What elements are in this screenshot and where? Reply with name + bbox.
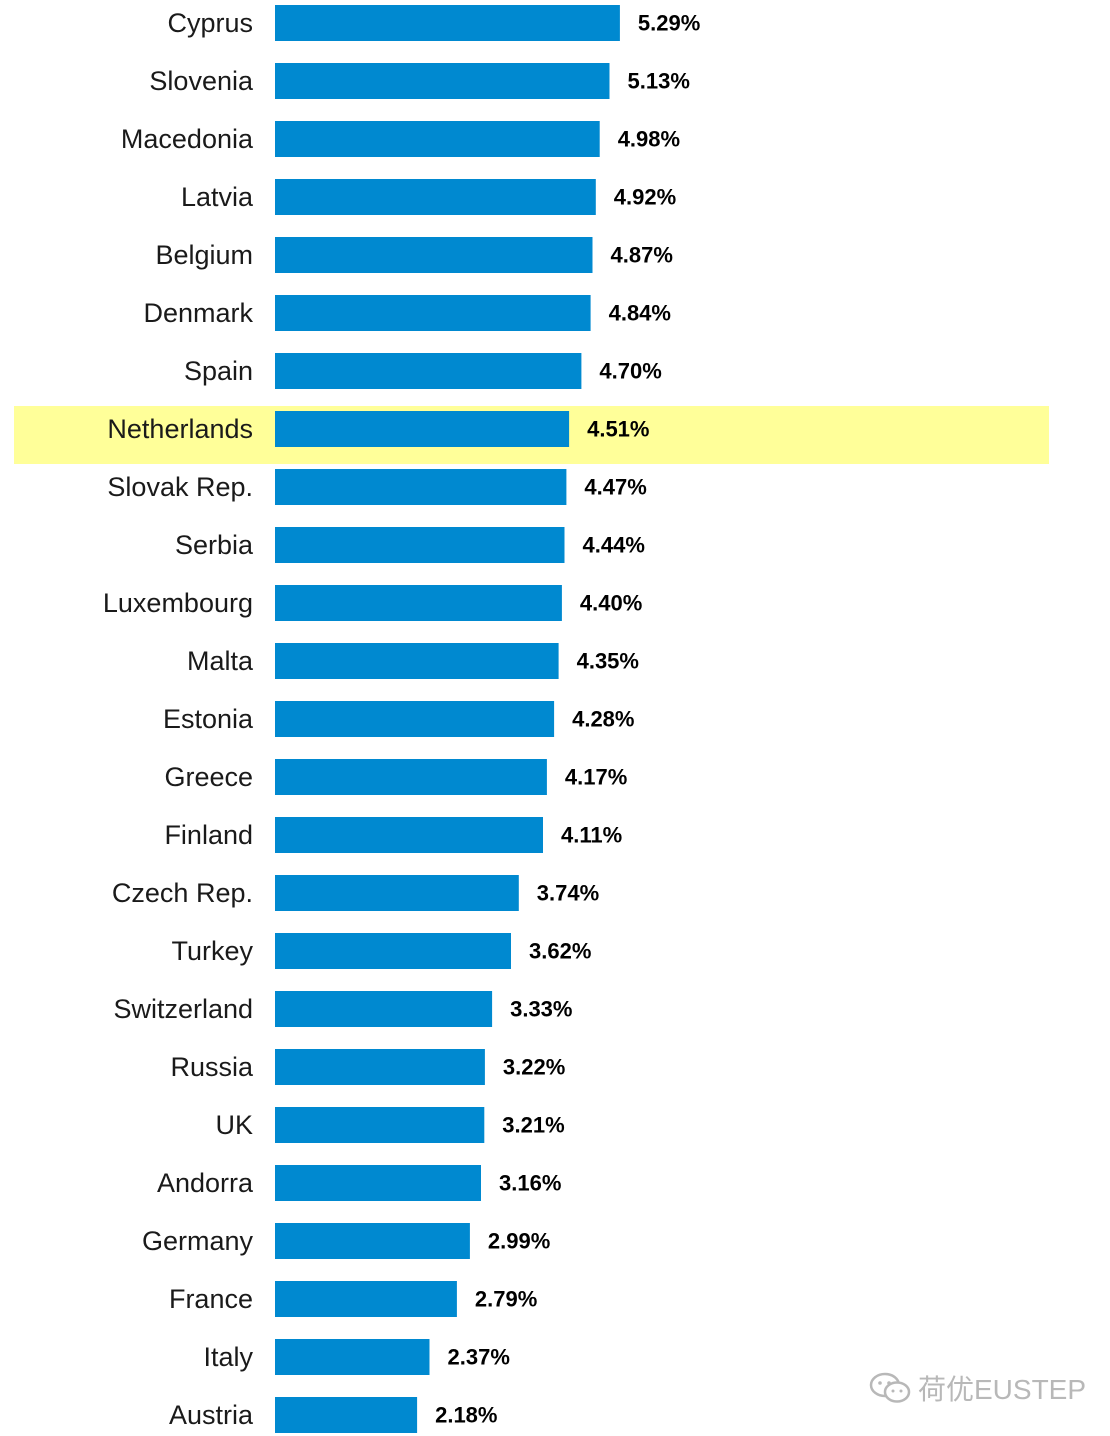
category-label-malta: Malta — [187, 646, 254, 676]
bar-austria — [275, 1397, 418, 1433]
category-label-uk: UK — [215, 1110, 253, 1140]
bar-italy — [275, 1339, 430, 1375]
category-label-macedonia: Macedonia — [121, 124, 254, 154]
bar-finland — [275, 817, 543, 853]
bar-greece — [275, 759, 547, 795]
bar-serbia — [275, 527, 565, 563]
category-label-estonia: Estonia — [163, 704, 254, 734]
bar-estonia — [275, 701, 555, 737]
value-label-macedonia: 4.98% — [618, 127, 680, 152]
bar-russia — [275, 1049, 485, 1085]
value-label-slovenia: 5.13% — [628, 69, 690, 94]
value-label-france: 2.79% — [475, 1287, 537, 1312]
bar-germany — [275, 1223, 470, 1259]
bar-latvia — [275, 179, 596, 215]
bar-czech-rep — [275, 875, 519, 911]
value-label-latvia: 4.92% — [614, 185, 676, 210]
value-label-turkey: 3.62% — [529, 939, 591, 964]
value-label-switzerland: 3.33% — [510, 997, 572, 1022]
value-label-spain: 4.70% — [599, 359, 661, 384]
bar-netherlands — [275, 411, 570, 447]
category-label-slovak-rep: Slovak Rep. — [107, 472, 253, 502]
bar-uk — [275, 1107, 485, 1143]
category-label-netherlands: Netherlands — [107, 414, 253, 444]
bar-france — [275, 1281, 457, 1317]
category-label-luxembourg: Luxembourg — [103, 588, 253, 618]
category-label-turkey: Turkey — [171, 936, 253, 966]
category-label-denmark: Denmark — [143, 298, 253, 328]
value-label-austria: 2.18% — [435, 1403, 497, 1428]
category-label-france: France — [169, 1284, 253, 1314]
category-label-switzerland: Switzerland — [113, 994, 253, 1024]
bar-turkey — [275, 933, 511, 969]
value-label-greece: 4.17% — [565, 765, 627, 790]
category-label-belgium: Belgium — [155, 240, 253, 270]
category-label-andorra: Andorra — [157, 1168, 254, 1198]
value-label-malta: 4.35% — [577, 649, 639, 674]
wechat-icon — [869, 1372, 911, 1403]
value-label-andorra: 3.16% — [499, 1171, 561, 1196]
value-label-finland: 4.11% — [561, 823, 622, 848]
bar-slovenia — [275, 63, 610, 99]
value-label-belgium: 4.87% — [611, 243, 673, 268]
category-label-austria: Austria — [169, 1400, 254, 1430]
value-label-germany: 2.99% — [488, 1229, 550, 1254]
value-label-estonia: 4.28% — [572, 707, 634, 732]
bar-denmark — [275, 295, 591, 331]
category-label-serbia: Serbia — [175, 530, 254, 560]
category-label-finland: Finland — [164, 820, 253, 850]
category-label-cyprus: Cyprus — [167, 8, 253, 38]
category-label-slovenia: Slovenia — [149, 66, 254, 96]
bar-andorra — [275, 1165, 481, 1201]
value-label-luxembourg: 4.40% — [580, 591, 642, 616]
category-label-italy: Italy — [203, 1342, 253, 1372]
value-label-netherlands: 4.51% — [587, 417, 649, 442]
category-label-greece: Greece — [164, 762, 253, 792]
value-label-denmark: 4.84% — [609, 301, 671, 326]
category-label-germany: Germany — [142, 1226, 254, 1256]
value-label-czech-rep: 3.74% — [537, 881, 599, 906]
bar-spain — [275, 353, 582, 389]
bar-switzerland — [275, 991, 493, 1027]
value-label-italy: 2.37% — [448, 1345, 510, 1370]
watermark: 荷优EUSTEP — [868, 1368, 1086, 1408]
bar-cyprus — [275, 5, 620, 41]
watermark-text: 荷优EUSTEP — [918, 1374, 1087, 1405]
category-label-russia: Russia — [170, 1052, 254, 1082]
category-label-czech-rep: Czech Rep. — [112, 878, 253, 908]
bar-slovak-rep — [275, 469, 567, 505]
value-label-russia: 3.22% — [503, 1055, 565, 1080]
category-label-latvia: Latvia — [181, 182, 254, 212]
value-label-slovak-rep: 4.47% — [584, 475, 646, 500]
value-label-uk: 3.21% — [502, 1113, 564, 1138]
bar-macedonia — [275, 121, 600, 157]
bar-luxembourg — [275, 585, 562, 621]
value-label-cyprus: 5.29% — [638, 11, 700, 36]
category-label-spain: Spain — [184, 356, 253, 386]
bar-malta — [275, 643, 559, 679]
bar-belgium — [275, 237, 593, 273]
value-label-serbia: 4.44% — [583, 533, 645, 558]
